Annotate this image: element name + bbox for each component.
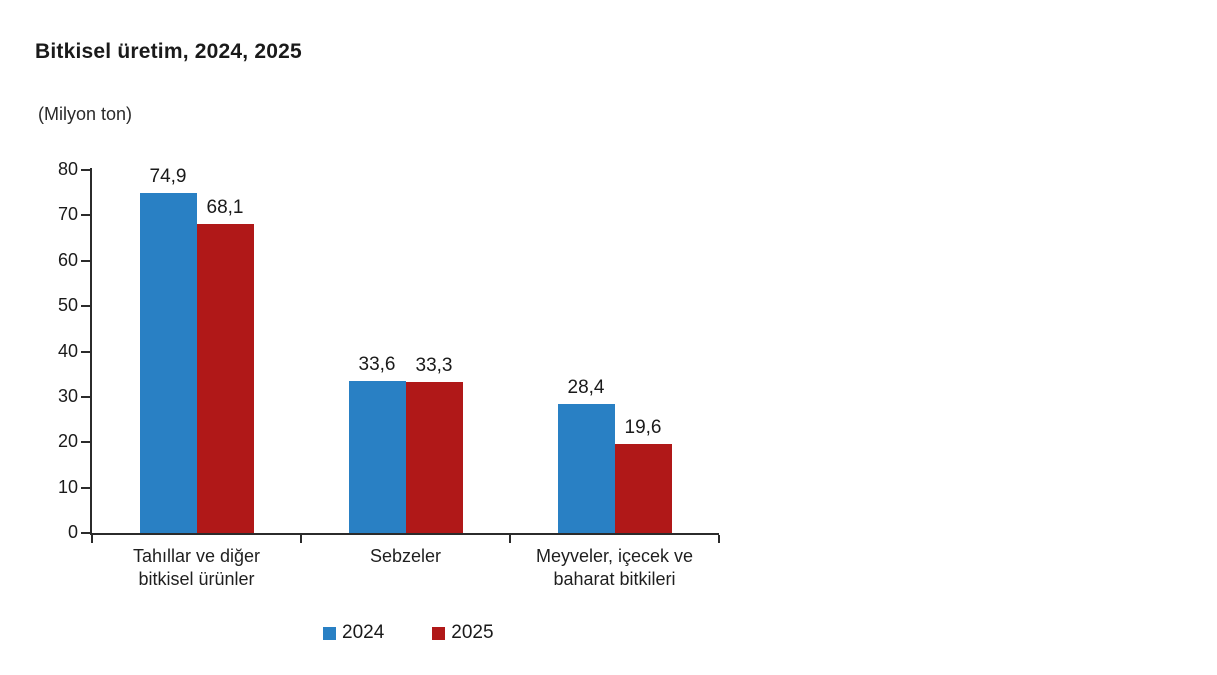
y-axis-tick-label: 40 xyxy=(57,340,78,361)
category-label-line: bitkisel ürünler xyxy=(138,569,255,589)
y-axis-tick xyxy=(81,441,90,444)
y-axis-tick xyxy=(81,169,90,171)
chart-title: Bitkisel üretim, 2024, 2025 xyxy=(35,40,302,63)
legend-item-2024: 2024 xyxy=(323,622,384,644)
bar-2024-1 xyxy=(139,193,197,533)
category-label-3: Meyveler, içecek ve baharat bitkileri xyxy=(510,545,719,591)
value-label-2025-1: 68,1 xyxy=(206,196,244,218)
legend-swatch-icon xyxy=(432,626,446,640)
y-axis-tick xyxy=(81,214,90,217)
y-axis-tick xyxy=(81,532,90,534)
y-axis-tick-label: 20 xyxy=(57,431,78,452)
y-axis-tick xyxy=(81,486,90,489)
x-axis-line xyxy=(90,533,719,535)
y-axis-tick-label: 80 xyxy=(57,159,78,179)
y-axis-tick-label: 70 xyxy=(57,204,78,225)
unit-label: (Milyon ton) xyxy=(38,104,133,124)
y-axis-tick-label: 10 xyxy=(57,476,78,497)
x-axis-tick xyxy=(718,535,720,543)
y-axis-tick xyxy=(81,395,90,398)
value-label-2025-2: 33,3 xyxy=(415,354,453,376)
value-label-2024-2: 33,6 xyxy=(358,353,396,375)
category-label-line: Sebzeler xyxy=(369,546,442,566)
x-axis-tick xyxy=(300,535,302,543)
bar-2025-1 xyxy=(196,223,254,533)
y-axis-tick-label: 30 xyxy=(57,385,78,406)
category-label-line: Tahıllar ve diğer xyxy=(132,546,261,566)
x-axis-tick xyxy=(91,535,93,543)
y-axis-tick xyxy=(81,350,90,353)
bar-2024-3 xyxy=(557,404,615,533)
y-axis-tick-label: 60 xyxy=(57,249,78,270)
legend-label: 2025 xyxy=(451,622,494,643)
legend: 2024 2025 xyxy=(323,622,494,644)
bar-2025-3 xyxy=(614,444,672,533)
y-axis-tick-label: 0 xyxy=(67,522,78,542)
category-label-2: Sebzeler xyxy=(301,545,510,568)
legend-swatch-icon xyxy=(323,626,336,640)
y-axis-tick xyxy=(81,259,90,262)
bar-2025-2 xyxy=(405,381,463,533)
y-axis-tick xyxy=(81,305,90,308)
x-axis-tick xyxy=(509,535,511,543)
value-label-2024-3: 28,4 xyxy=(567,377,605,399)
legend-item-2025: 2025 xyxy=(432,622,494,644)
category-label-1: Tahıllar ve diğer bitkisel ürünler xyxy=(92,545,301,591)
category-label-line: Meyveler, içecek ve xyxy=(535,546,694,566)
value-label-2025-3: 19,6 xyxy=(624,417,662,439)
y-axis-line xyxy=(90,168,92,535)
category-label-line: baharat bitkileri xyxy=(553,569,676,589)
value-label-2024-1: 74,9 xyxy=(149,166,187,188)
y-axis-tick-label: 50 xyxy=(57,295,78,316)
bar-2024-2 xyxy=(348,380,406,533)
legend-label: 2024 xyxy=(342,622,385,643)
